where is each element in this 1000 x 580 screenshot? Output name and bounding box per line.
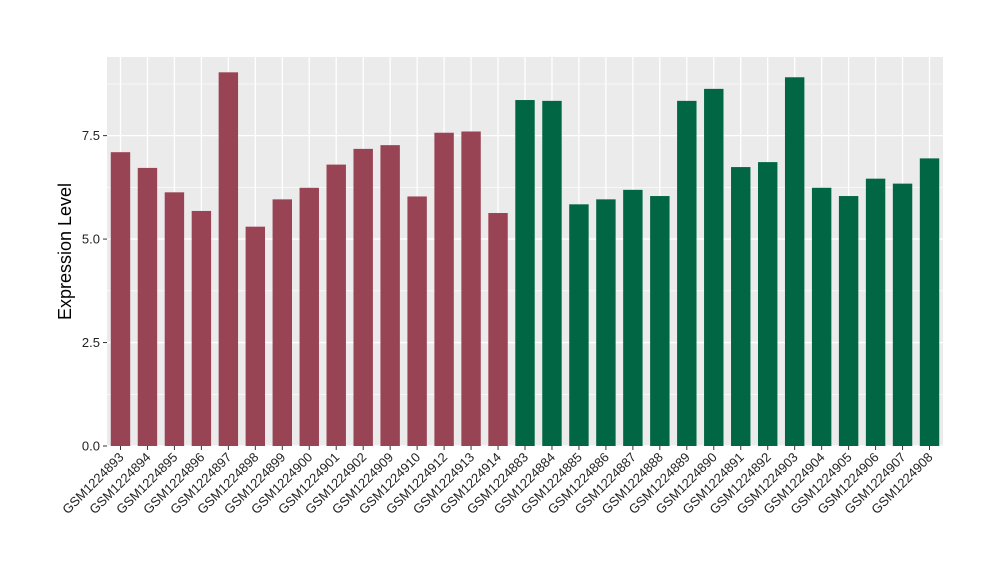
bar — [704, 88, 724, 446]
bar — [299, 187, 319, 447]
bar — [353, 148, 373, 446]
x-axis: GSM1224893GSM1224894GSM1224895GSM1224896… — [59, 446, 936, 517]
bar — [650, 196, 670, 446]
bar — [434, 132, 454, 447]
bar — [784, 77, 805, 447]
bar — [515, 100, 535, 446]
bar — [110, 152, 131, 446]
y-tick-label: 2.5 — [82, 335, 100, 350]
bar — [380, 145, 400, 446]
y-axis: 0.0 2.5 5.0 7.5 — [82, 128, 107, 454]
y-tick-label: 5.0 — [82, 232, 100, 247]
bar — [596, 199, 616, 446]
bar — [407, 196, 427, 446]
bar — [191, 210, 212, 446]
bar — [865, 178, 886, 446]
bar — [461, 131, 481, 446]
bar — [272, 199, 292, 446]
bar — [758, 162, 778, 446]
bar — [218, 72, 239, 446]
bar — [245, 226, 266, 446]
bar — [811, 187, 832, 447]
bars — [110, 72, 940, 447]
bar — [488, 213, 508, 446]
bar — [731, 167, 751, 446]
bar — [137, 167, 158, 447]
bar — [919, 158, 940, 446]
y-tick-label: 0.0 — [82, 439, 100, 454]
bar — [326, 164, 346, 446]
y-tick-label: 7.5 — [82, 128, 100, 143]
bar — [569, 204, 589, 446]
bar — [892, 183, 913, 447]
bar — [164, 192, 185, 446]
y-axis-title: Expression Level — [55, 183, 75, 320]
bar — [838, 196, 859, 446]
bar — [542, 100, 562, 446]
bar — [677, 100, 697, 446]
bar — [623, 189, 643, 446]
